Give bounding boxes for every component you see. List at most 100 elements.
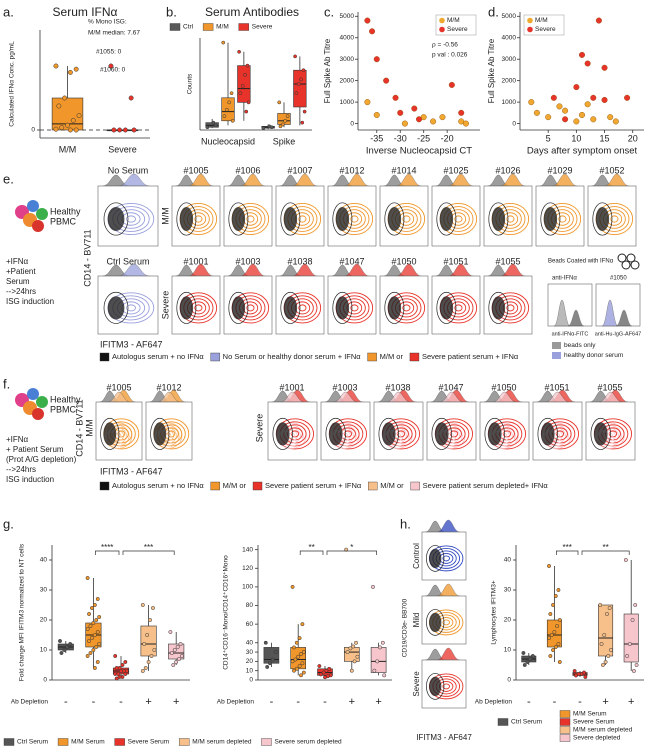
data-point <box>590 116 597 123</box>
y-tick-label: 2000 <box>340 77 355 84</box>
contour <box>442 619 450 626</box>
data-point <box>369 28 376 35</box>
row-label: Mild <box>412 613 421 628</box>
legend-label: healthy donor serum <box>564 352 623 359</box>
histogram <box>292 263 318 277</box>
x-tick-label: 15 <box>600 133 610 143</box>
contour <box>439 207 454 231</box>
data-point <box>59 125 65 131</box>
data-point <box>323 675 327 680</box>
cell <box>27 200 39 212</box>
data-point <box>297 664 302 668</box>
contour <box>107 207 125 231</box>
data-point <box>85 654 90 658</box>
data-point <box>131 127 137 133</box>
data-point <box>237 49 241 54</box>
data-point <box>383 77 390 84</box>
treatment-label: ISG induction <box>6 297 54 306</box>
data-point <box>599 642 604 646</box>
data-point <box>607 606 612 610</box>
data-point <box>603 660 608 664</box>
data-point <box>95 660 100 664</box>
contour <box>558 215 567 223</box>
panel-letter: c. <box>324 4 334 19</box>
beads-plot <box>595 283 641 327</box>
data-point <box>97 642 102 646</box>
data-point <box>547 564 551 568</box>
data-point <box>290 659 295 664</box>
histogram <box>333 391 358 403</box>
x-tick-label: -20 <box>441 133 454 143</box>
row-label: M/M <box>160 207 170 225</box>
treatment-label: -->24hrs <box>6 287 36 296</box>
x-tick-label: Severe <box>108 144 137 154</box>
legend-swatch <box>439 17 445 24</box>
data-point <box>280 122 285 127</box>
x-tick-label: - <box>92 696 96 708</box>
contour <box>179 296 194 320</box>
data-point <box>598 603 603 607</box>
data-point <box>380 640 385 645</box>
x-tick-label: - <box>270 696 274 708</box>
histogram <box>598 391 623 403</box>
data-point <box>92 603 97 607</box>
y-tick-label: 30 <box>504 587 512 594</box>
y-tick-label: 10 <box>504 647 512 654</box>
contour <box>436 202 457 236</box>
data-point <box>283 118 288 123</box>
sample-label: #1052 <box>599 165 624 175</box>
panel-letter: f. <box>3 376 10 391</box>
box <box>237 65 251 103</box>
legend-swatch <box>552 352 561 359</box>
histogram <box>344 263 370 277</box>
data-point <box>85 627 90 631</box>
contour <box>103 202 129 236</box>
contour <box>592 202 613 236</box>
legend-label: Autologus serum + no IFNα <box>112 481 204 490</box>
contour <box>387 207 402 231</box>
contour <box>332 291 353 324</box>
y-tick-label: 5000 <box>340 13 355 20</box>
data-point <box>378 645 382 650</box>
sample-label: #1029 <box>547 165 572 175</box>
y-tick-label: 3000 <box>502 56 517 63</box>
y-tick-label: 1000 <box>502 99 517 106</box>
x-tick-label: - <box>64 696 68 708</box>
data-point <box>265 665 270 669</box>
data-point <box>382 673 387 678</box>
data-point <box>56 103 62 109</box>
x-tick-label: - <box>578 696 582 708</box>
contour <box>442 555 450 562</box>
data-point <box>604 612 609 616</box>
legend-swatch <box>3 738 15 746</box>
data-point <box>601 96 608 103</box>
y-tick-label: 0 <box>507 677 511 684</box>
data-point <box>349 668 354 673</box>
legend-swatch <box>238 23 249 31</box>
y-tick-label: 60 <box>246 621 254 628</box>
data-point <box>601 64 608 71</box>
treatment-label: +IFNα <box>6 257 29 266</box>
data-point <box>114 676 119 681</box>
data-point <box>95 597 100 601</box>
data-point <box>574 673 578 678</box>
annotation: % Mono ISG: <box>88 19 127 26</box>
y-axis-label: Lymphocytes IFITM3+ <box>491 580 498 644</box>
data-point <box>296 82 301 86</box>
data-point <box>302 109 307 114</box>
histogram <box>240 263 266 277</box>
row-label: Ab Depletion <box>475 699 513 706</box>
contour <box>506 215 515 223</box>
contour <box>343 430 353 438</box>
legend-swatch <box>99 352 110 362</box>
y-tick-label: 4000 <box>502 34 517 41</box>
data-point <box>548 654 553 658</box>
data-point <box>556 642 561 646</box>
data-point <box>145 633 150 637</box>
data-point <box>294 640 299 645</box>
data-point <box>547 636 551 640</box>
data-point <box>268 661 272 666</box>
contour <box>454 304 463 312</box>
histogram <box>107 391 131 403</box>
contour <box>488 202 509 236</box>
